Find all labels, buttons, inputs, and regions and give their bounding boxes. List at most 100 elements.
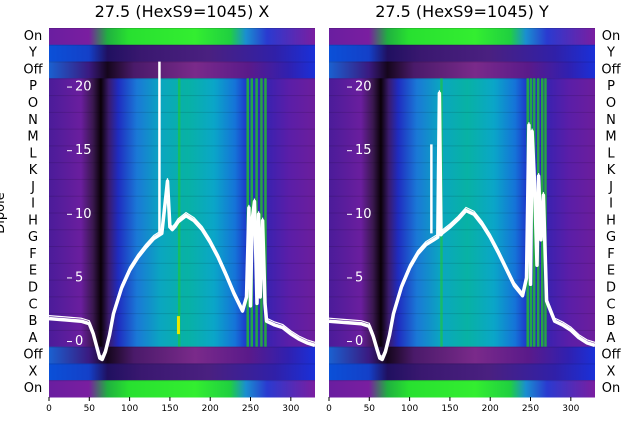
- row-label-g: G: [28, 230, 38, 245]
- heatmap-row-o-4: [329, 95, 595, 113]
- row-label-y: Y: [606, 46, 615, 61]
- row-separator: [329, 279, 595, 281]
- x-tick-label: 300: [282, 404, 299, 414]
- heatmap-row-on-21: [49, 380, 315, 398]
- row-label-on: On: [24, 381, 42, 396]
- row-label-on: On: [602, 29, 620, 44]
- row-separator: [329, 346, 595, 348]
- row-label-j: J: [608, 180, 613, 195]
- overlay-tick-label: 5: [355, 270, 363, 285]
- row-label-off: Off: [23, 62, 43, 77]
- heatmap-row-y-1: [329, 44, 595, 63]
- row-label-p: P: [607, 79, 615, 94]
- row-separator: [49, 195, 315, 197]
- row-separator: [329, 162, 595, 164]
- x-tick-label: 200: [202, 404, 219, 414]
- row-label-e: E: [29, 264, 37, 279]
- overlay-tick-label: 25: [355, 16, 372, 31]
- panel-title: 27.5 (HexS9=1045) X: [95, 2, 270, 21]
- overlay-line-secondary: [329, 90, 595, 358]
- overlay-tick-label: 20: [75, 80, 92, 95]
- heatmap-row-y-1: [49, 44, 315, 63]
- row-separator: [49, 212, 315, 214]
- x-tick-label: 200: [482, 404, 499, 414]
- row-separator: [329, 145, 595, 147]
- heatmap-row-d-15: [49, 279, 315, 297]
- row-label-b: B: [29, 314, 38, 329]
- x-tick-label: 0: [326, 404, 332, 414]
- row-label-l: L: [607, 146, 615, 161]
- row-label-e: E: [607, 264, 615, 279]
- row-separator: [49, 346, 315, 348]
- row-label-off: Off: [601, 62, 621, 77]
- y-axis-label: Dipole: [0, 192, 8, 233]
- row-separator: [329, 380, 595, 382]
- row-label-k: K: [607, 163, 616, 178]
- row-separator: [329, 195, 595, 197]
- row-label-c: C: [28, 297, 37, 312]
- row-separator: [49, 28, 315, 29]
- x-tick-label: 100: [121, 404, 138, 414]
- row-separator: [49, 262, 315, 264]
- row-separator: [329, 313, 595, 315]
- row-label-o: O: [28, 96, 38, 111]
- heatmap-row-on-0: [329, 28, 595, 46]
- heatmap-row-f-13: [329, 246, 595, 264]
- row-separator: [49, 145, 315, 147]
- heatmap-row-d-15: [329, 279, 595, 297]
- row-label-m: M: [27, 130, 38, 145]
- row-separator: [49, 296, 315, 298]
- row-label-m: M: [605, 130, 616, 145]
- row-separator: [329, 329, 595, 331]
- row-separator: [49, 229, 315, 231]
- row-separator: [49, 329, 315, 331]
- row-separator: [49, 111, 315, 113]
- overlay-tick-label: 25: [75, 16, 92, 31]
- row-separator: [49, 246, 315, 248]
- row-label-n: N: [606, 113, 616, 128]
- rfi-stripe: [260, 78, 263, 347]
- overlay-tick-label: 20: [355, 80, 372, 95]
- row-label-n: N: [28, 113, 38, 128]
- row-label-f: F: [29, 247, 36, 262]
- overlay-tick-label: 5: [75, 270, 83, 285]
- heatmap-row-a-18: [329, 329, 595, 348]
- heatmap-row-c-16: [329, 296, 595, 314]
- overlay-tick-label: 15: [75, 143, 92, 158]
- row-separator: [329, 363, 595, 365]
- overlay-tick-label: 0: [75, 334, 83, 349]
- row-separator: [329, 262, 595, 264]
- row-label-a: A: [29, 331, 38, 346]
- row-separator: [49, 279, 315, 281]
- overlay-group: [329, 90, 595, 362]
- x-tick-label: 300: [562, 404, 579, 414]
- row-separator: [329, 128, 595, 130]
- row-separator: [329, 178, 595, 180]
- row-separator: [49, 61, 315, 63]
- row-separator: [49, 78, 315, 80]
- heatmap-row-k-8: [329, 162, 595, 180]
- row-label-off: Off: [601, 348, 621, 363]
- row-label-p: P: [29, 79, 37, 94]
- row-label-i: I: [609, 197, 613, 212]
- heatmap-row-off-19: [49, 346, 315, 364]
- row-label-x: X: [29, 364, 38, 379]
- row-label-i: I: [31, 197, 35, 212]
- row-label-on: On: [602, 381, 620, 396]
- row-separator: [329, 229, 595, 231]
- x-tick-label: 0: [46, 404, 52, 414]
- row-label-h: H: [28, 213, 38, 228]
- panel-title: 27.5 (HexS9=1045) Y: [375, 2, 549, 21]
- row-separator: [49, 95, 315, 97]
- overlay-tick-label: 10: [75, 207, 92, 222]
- heatmap-row-g-12: [49, 229, 315, 247]
- row-separator: [329, 296, 595, 298]
- row-label-d: D: [606, 280, 616, 295]
- x-tick-label: 50: [364, 404, 376, 414]
- overlay-line-secondary: [49, 178, 315, 358]
- x-tick-label: 250: [522, 404, 539, 414]
- row-separator: [329, 111, 595, 113]
